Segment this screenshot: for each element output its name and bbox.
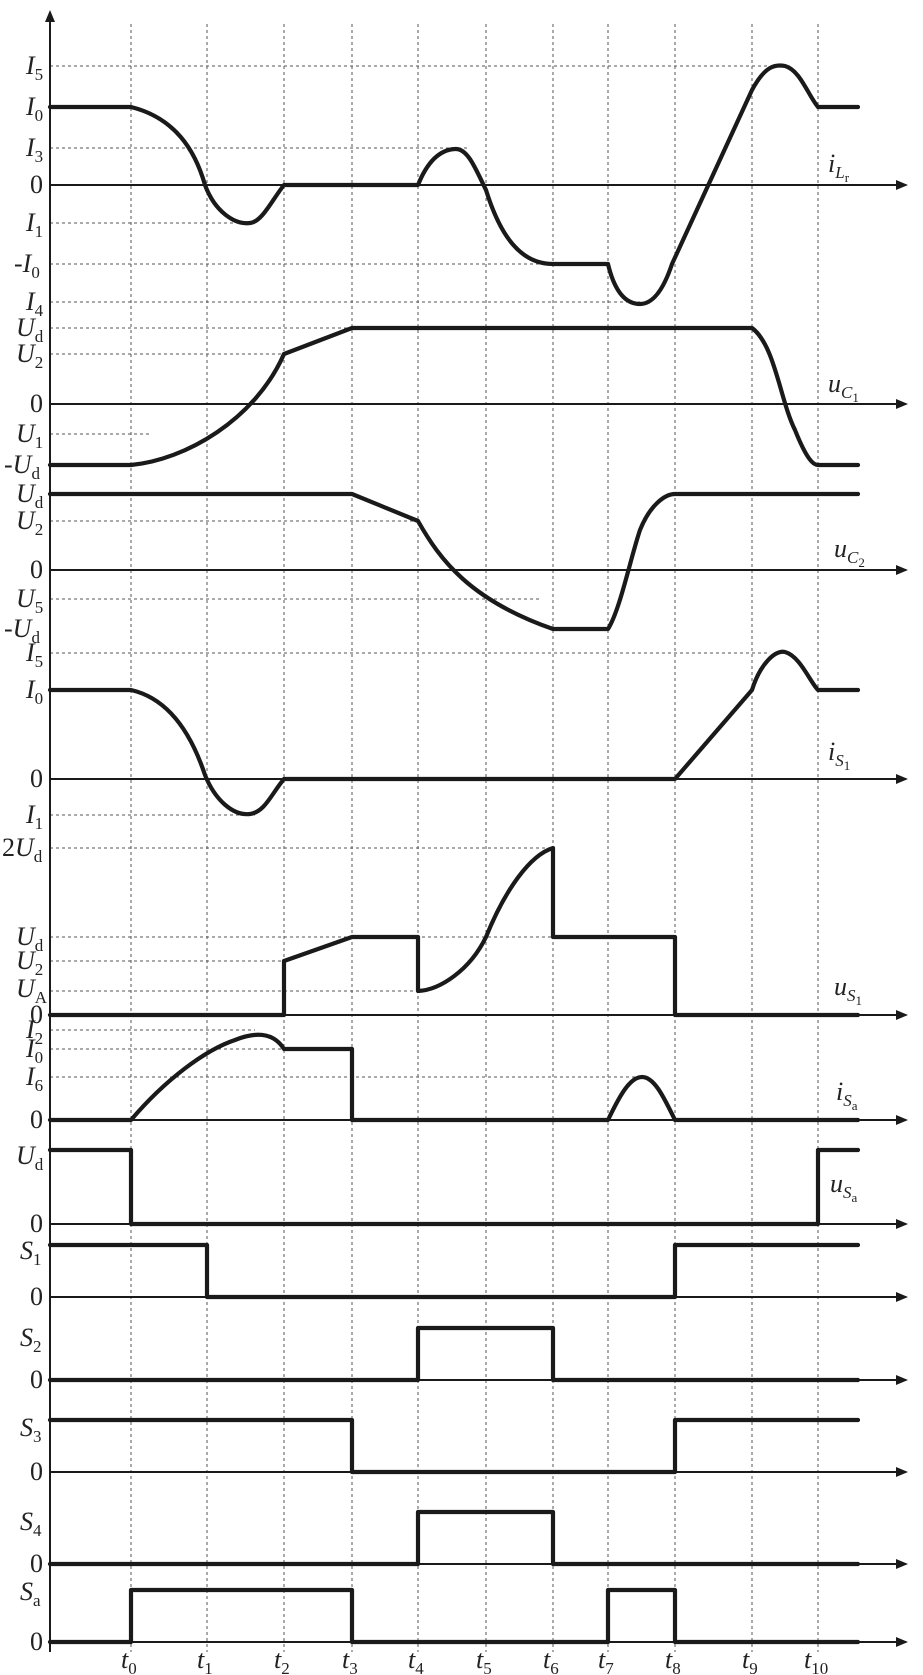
level-S2: S2 bbox=[20, 1323, 42, 1356]
level-S4: S4 bbox=[20, 1507, 42, 1540]
level-zero: 0 bbox=[30, 170, 43, 199]
level-zero: 0 bbox=[30, 1209, 43, 1238]
trace-uSa bbox=[47, 1147, 861, 1227]
level-Ud: Ud bbox=[16, 922, 44, 955]
level-S1: S1 bbox=[20, 1236, 42, 1269]
level-zero: 0 bbox=[30, 555, 43, 584]
level-neg-I0: -I0 bbox=[14, 249, 40, 282]
level-I6: I6 bbox=[25, 1062, 43, 1095]
level-I3: I3 bbox=[25, 133, 43, 166]
level-S3: S3 bbox=[20, 1413, 42, 1446]
level-Sa: Sa bbox=[20, 1577, 41, 1610]
level-U2: U2 bbox=[16, 339, 43, 372]
trace-Sa bbox=[47, 1587, 861, 1645]
level-I0: I0 bbox=[25, 92, 43, 125]
time-label-t2: t2 bbox=[274, 1645, 290, 1675]
level-UA: UA bbox=[16, 974, 48, 1007]
signal-label-uSa: uSa bbox=[830, 1169, 858, 1205]
signal-labels: iLr uC1 uC2 iS1 uS1 iSa uSa bbox=[828, 149, 865, 1205]
level-zero: 0 bbox=[30, 1000, 43, 1029]
signal-label-iLr: iLr bbox=[828, 149, 850, 185]
level-Ud: Ud bbox=[16, 1141, 44, 1174]
level-zero: 0 bbox=[30, 1282, 43, 1311]
level-I0: I0 bbox=[25, 675, 43, 708]
level-zero: 0 bbox=[30, 1549, 43, 1578]
trace-iLr bbox=[47, 63, 861, 307]
level-I1: I1 bbox=[25, 800, 43, 833]
level-zero: 0 bbox=[30, 764, 43, 793]
time-label-t8: t8 bbox=[665, 1645, 681, 1675]
level-labels: I5 I0 I3 0 I1 -I0 I4 Ud U2 0 U1 -Ud Ud U… bbox=[2, 51, 48, 1656]
level-zero: 0 bbox=[30, 389, 43, 418]
time-label-t7: t7 bbox=[598, 1645, 614, 1675]
time-label-t9: t9 bbox=[742, 1645, 758, 1675]
level-I2: I2 bbox=[25, 1015, 43, 1048]
level-I4: I4 bbox=[25, 287, 44, 320]
trace-uC2 bbox=[47, 491, 861, 632]
time-label-t4: t4 bbox=[408, 1645, 424, 1675]
trace-S3 bbox=[47, 1417, 861, 1475]
level-zero: 0 bbox=[30, 1627, 43, 1656]
signal-label-uS1: uS1 bbox=[834, 972, 862, 1008]
level-U1: U1 bbox=[16, 419, 43, 452]
time-label-t10: t10 bbox=[804, 1645, 828, 1675]
time-axes bbox=[50, 180, 908, 1647]
trace-iSa bbox=[47, 1032, 861, 1123]
level-zero: 0 bbox=[30, 1457, 43, 1486]
level-zero: 0 bbox=[30, 1105, 43, 1134]
traces bbox=[47, 63, 861, 1645]
level-I5: I5 bbox=[25, 51, 43, 84]
level-neg-Ud: -Ud bbox=[4, 614, 40, 647]
trace-S1 bbox=[47, 1242, 861, 1300]
level-zero: 0 bbox=[30, 1365, 43, 1394]
trace-S4 bbox=[47, 1509, 861, 1567]
level-2Ud: 2Ud bbox=[2, 833, 43, 866]
trace-S2 bbox=[47, 1325, 861, 1383]
signal-label-iS1: iS1 bbox=[828, 737, 850, 773]
level-neg-Ud: -Ud bbox=[4, 450, 40, 483]
level-Ud: Ud bbox=[16, 313, 44, 346]
level-I5: I5 bbox=[25, 638, 43, 671]
time-label-t0: t0 bbox=[121, 1645, 137, 1675]
level-U2: U2 bbox=[16, 506, 43, 539]
level-U2: U2 bbox=[16, 946, 43, 979]
time-label-t6: t6 bbox=[543, 1645, 559, 1675]
signal-label-uC2: uC2 bbox=[834, 534, 865, 570]
time-label-t3: t3 bbox=[342, 1645, 358, 1675]
time-label-t1: t1 bbox=[197, 1645, 213, 1675]
level-I0: I0 bbox=[25, 1034, 43, 1067]
level-Ud: Ud bbox=[16, 479, 44, 512]
time-labels: t0 t1 t2 t3 t4 t5 t6 t7 t8 t9 t10 bbox=[121, 1645, 828, 1675]
time-grid bbox=[130, 24, 819, 1652]
time-label-t5: t5 bbox=[476, 1645, 492, 1675]
signal-label-uC1: uC1 bbox=[828, 369, 859, 405]
signal-label-iSa: iSa bbox=[836, 1077, 858, 1113]
level-I1: I1 bbox=[25, 208, 43, 241]
trace-uS1 bbox=[47, 845, 861, 1018]
level-U5: U5 bbox=[16, 584, 43, 617]
level-guides bbox=[50, 65, 770, 1078]
trace-iS1 bbox=[47, 649, 861, 817]
trace-uC1 bbox=[47, 325, 861, 468]
